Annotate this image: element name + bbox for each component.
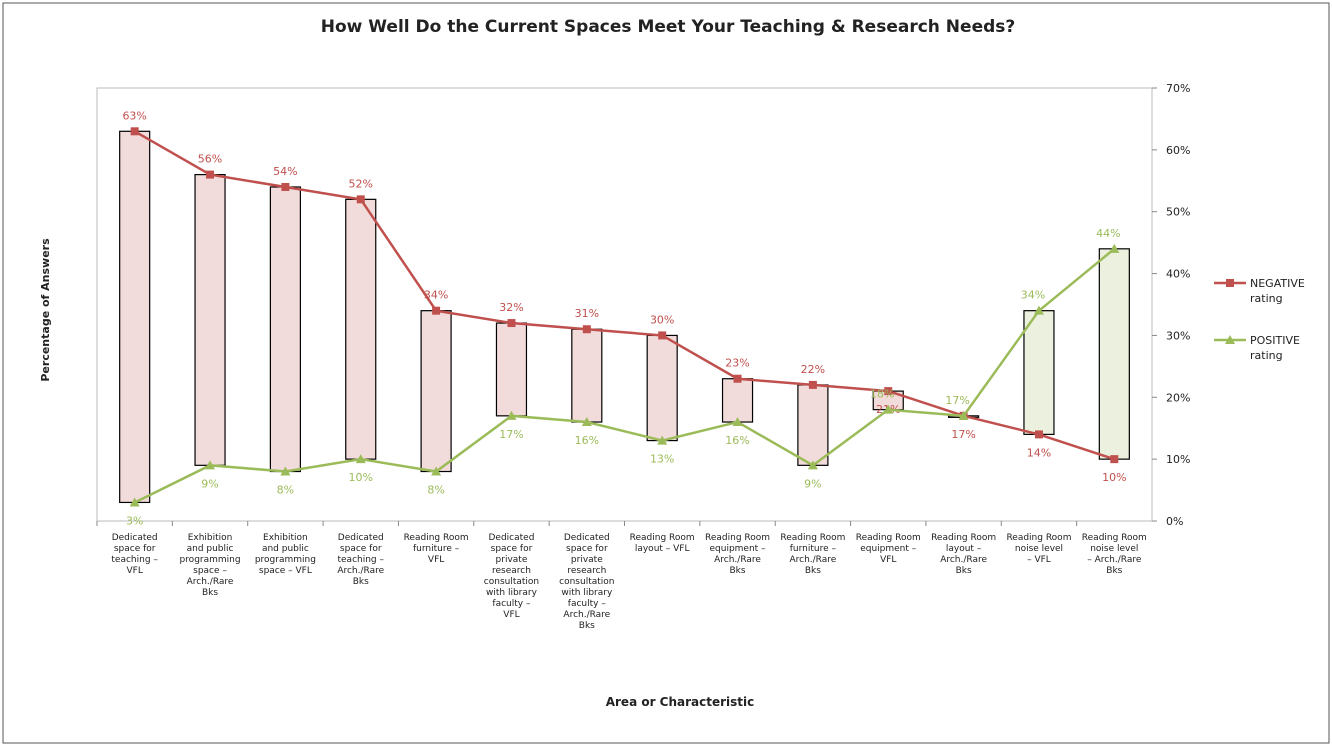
marker	[206, 170, 215, 179]
x-tick-label: Dedicated space for teaching – Arch./Rare Bk…	[337, 533, 384, 587]
series-line	[134, 130, 1115, 461]
x-tick-label: Dedicated space for private research consult…	[484, 533, 539, 620]
chart-title: How Well Do the Current Spaces Meet Your…	[321, 17, 1016, 37]
marker	[431, 466, 442, 476]
marker	[808, 380, 817, 389]
data-label: 10%	[1102, 471, 1126, 484]
marker	[1033, 305, 1044, 315]
marker	[657, 435, 668, 445]
up-down-bar	[721, 378, 754, 423]
y-tick-label: 70%	[1166, 82, 1190, 95]
marker	[732, 417, 743, 427]
data-label: 54%	[273, 165, 297, 178]
data-label: 23%	[725, 357, 749, 370]
legend-label: NEGATIVE rating	[1250, 277, 1305, 305]
y-tick-label: 0%	[1166, 515, 1183, 528]
data-label: 32%	[499, 301, 523, 314]
marker	[355, 454, 366, 464]
marker	[130, 127, 139, 136]
data-label: 34%	[424, 289, 448, 302]
marker	[129, 497, 140, 507]
data-label: 56%	[198, 153, 222, 166]
data-label: 17%	[951, 428, 975, 441]
up-down-bar	[1098, 248, 1130, 460]
x-tick-label: Reading Room layout – Arch./Rare Bks	[931, 533, 996, 576]
data-label: 14%	[1027, 446, 1051, 459]
data-label: 3%	[126, 514, 143, 527]
marker	[733, 374, 742, 383]
marker	[507, 319, 516, 328]
marker	[582, 325, 591, 334]
marker	[205, 460, 216, 470]
marker	[1109, 243, 1120, 253]
data-label: 16%	[725, 434, 749, 447]
x-tick-label: Reading Room equipment – Arch./Rare Bks	[705, 533, 770, 576]
legend-marker	[1226, 279, 1234, 287]
data-label: 17%	[499, 428, 523, 441]
up-down-bar	[345, 198, 377, 460]
data-label: 44%	[1096, 227, 1120, 240]
up-down-bar	[1023, 310, 1055, 435]
x-tick-label: Dedicated space for private research consult…	[559, 533, 614, 631]
data-label: 18%	[870, 388, 894, 401]
marker	[1110, 455, 1119, 464]
up-down-bar	[646, 334, 678, 442]
y-tick-label: 40%	[1166, 268, 1190, 281]
up-down-bar	[119, 130, 151, 504]
x-tick-label: Reading Room layout – VFL	[630, 533, 695, 554]
x-tick-label: Reading Room noise level – Arch./Rare Bks	[1082, 533, 1147, 576]
marker	[884, 387, 893, 396]
marker	[280, 466, 291, 476]
up-down-bar	[571, 328, 603, 423]
data-label: 52%	[349, 177, 373, 190]
up-down-bar	[797, 384, 829, 466]
y-tick-label: 30%	[1166, 329, 1190, 342]
marker	[883, 404, 894, 414]
marker	[807, 460, 818, 470]
data-label: 31%	[575, 307, 599, 320]
x-tick-label: Dedicated space for teaching – VFL	[111, 533, 158, 576]
data-label: 9%	[201, 477, 218, 490]
data-label: 8%	[427, 484, 444, 497]
up-down-bar	[194, 174, 226, 466]
y-tick-label: 50%	[1166, 206, 1190, 219]
marker	[506, 410, 517, 420]
data-label: 34%	[1021, 289, 1045, 302]
data-label: 16%	[575, 434, 599, 447]
data-label: 22%	[801, 363, 825, 376]
data-label: 30%	[650, 313, 674, 326]
x-axis-title: Area or Characteristic	[606, 695, 755, 709]
marker	[958, 410, 969, 420]
legend-label: POSITIVE rating	[1250, 334, 1300, 362]
marker	[281, 182, 290, 191]
y-tick-label: 20%	[1166, 391, 1190, 404]
up-down-bar	[269, 186, 301, 473]
marker	[1034, 430, 1043, 439]
y-axis-title: Percentage of Answers	[39, 238, 52, 382]
marker	[356, 195, 365, 204]
x-tick-label: Reading Room noise level – VFL	[1006, 533, 1071, 565]
data-label: 8%	[277, 484, 294, 497]
legend-marker	[1225, 335, 1235, 344]
x-tick-label: Exhibition and public programming space – Ar…	[179, 533, 240, 598]
y-tick-label: 60%	[1166, 144, 1190, 157]
series-line	[134, 247, 1116, 504]
y-tick-label: 10%	[1166, 453, 1190, 466]
x-tick-label: Reading Room furniture – Arch./Rare Bks	[780, 533, 845, 576]
up-down-bar	[495, 322, 528, 417]
data-label: 9%	[804, 477, 821, 490]
x-tick-label: Reading Room equipment – VFL	[856, 533, 921, 565]
marker	[432, 306, 441, 315]
marker	[658, 331, 667, 340]
data-label: 10%	[349, 471, 373, 484]
x-tick-label: Exhibition and public programming space – V…	[255, 533, 316, 576]
data-label: 17%	[945, 394, 969, 407]
data-label: 63%	[122, 109, 146, 122]
x-tick-label: Reading Room furniture – VFL	[404, 533, 469, 565]
up-down-bar	[420, 310, 452, 473]
marker	[581, 417, 592, 427]
data-label: 13%	[650, 453, 674, 466]
